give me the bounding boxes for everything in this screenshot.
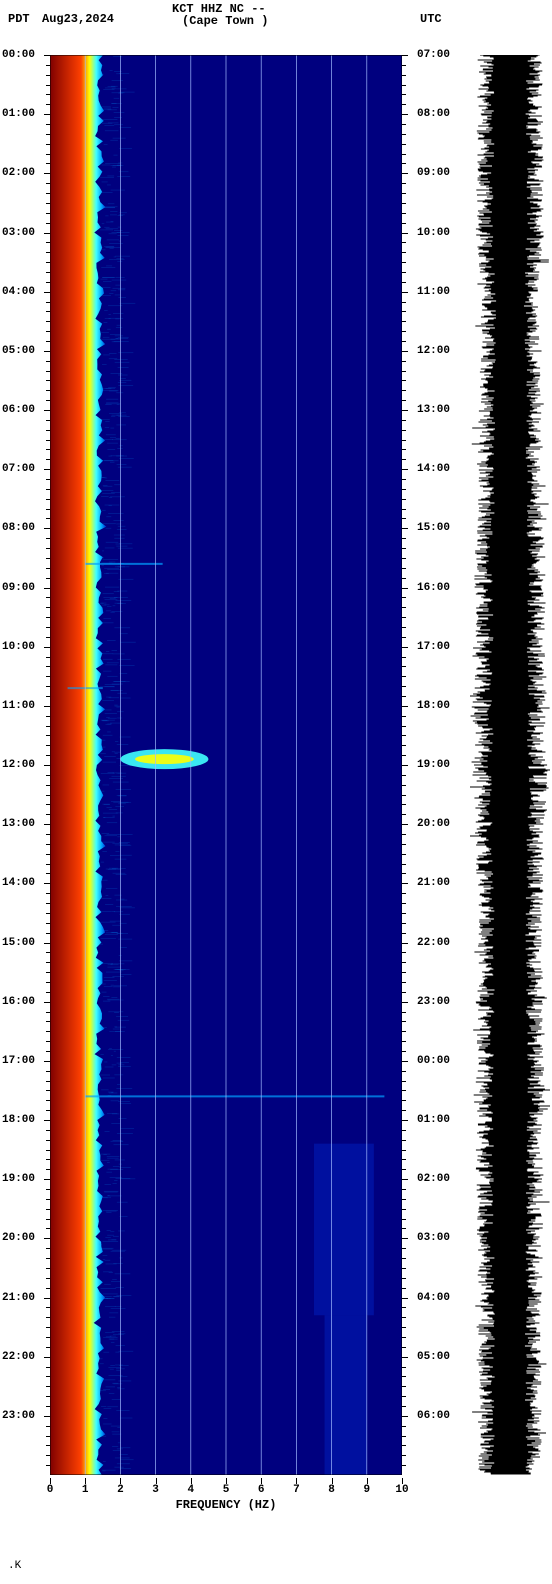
right-time-label: 19:00 — [417, 759, 450, 771]
right-time-label: 18:00 — [417, 700, 450, 712]
right-time-label: 10:00 — [417, 227, 450, 239]
left-time-label: 08:00 — [2, 522, 35, 534]
left-time-label: 02:00 — [2, 167, 35, 179]
x-tick-label: 3 — [152, 1484, 159, 1496]
x-tick-label: 2 — [117, 1484, 124, 1496]
left-time-label: 16:00 — [2, 996, 35, 1008]
left-time-label: 00:00 — [2, 49, 35, 61]
left-time-label: 05:00 — [2, 345, 35, 357]
left-time-label: 21:00 — [2, 1292, 35, 1304]
left-time-label: 03:00 — [2, 227, 35, 239]
left-time-label: 13:00 — [2, 818, 35, 830]
spectrogram-svg — [50, 55, 402, 1475]
left-time-label: 17:00 — [2, 1055, 35, 1067]
waveform-panel — [470, 55, 550, 1475]
x-tick-label: 10 — [395, 1484, 408, 1496]
left-time-label: 01:00 — [2, 108, 35, 120]
x-tick-label: 0 — [47, 1484, 54, 1496]
right-time-label: 23:00 — [417, 996, 450, 1008]
right-time-label: 11:00 — [417, 286, 450, 298]
left-time-axis: 00:0001:0002:0003:0004:0005:0006:0007:00… — [0, 55, 50, 1475]
right-time-label: 15:00 — [417, 522, 450, 534]
right-time-label: 13:00 — [417, 404, 450, 416]
right-time-label: 14:00 — [417, 463, 450, 475]
x-tick-label: 4 — [187, 1484, 194, 1496]
header-left-tz: PDT — [8, 12, 30, 26]
right-time-label: 03:00 — [417, 1232, 450, 1244]
frequency-axis: FREQUENCY (HZ) 012345678910 — [50, 1478, 402, 1518]
x-tick-label: 6 — [258, 1484, 265, 1496]
right-time-label: 12:00 — [417, 345, 450, 357]
x-tick-label: 8 — [328, 1484, 335, 1496]
right-time-label: 16:00 — [417, 582, 450, 594]
left-time-label: 04:00 — [2, 286, 35, 298]
right-time-label: 09:00 — [417, 167, 450, 179]
left-time-label: 06:00 — [2, 404, 35, 416]
spectrogram-panel — [50, 55, 402, 1475]
right-time-label: 00:00 — [417, 1055, 450, 1067]
left-time-label: 18:00 — [2, 1114, 35, 1126]
right-time-axis: 07:0008:0009:0010:0011:0012:0013:0014:00… — [402, 55, 452, 1475]
right-time-label: 20:00 — [417, 818, 450, 830]
left-time-label: 22:00 — [2, 1351, 35, 1363]
x-tick-label: 7 — [293, 1484, 300, 1496]
header-date: Aug23,2024 — [42, 12, 114, 26]
right-time-label: 05:00 — [417, 1351, 450, 1363]
left-time-label: 15:00 — [2, 937, 35, 949]
x-axis-label: FREQUENCY (HZ) — [176, 1498, 277, 1512]
footer-mark: .K — [8, 1560, 21, 1572]
right-time-label: 02:00 — [417, 1173, 450, 1185]
x-tick-label: 1 — [82, 1484, 89, 1496]
left-time-label: 12:00 — [2, 759, 35, 771]
left-time-label: 09:00 — [2, 582, 35, 594]
left-time-label: 10:00 — [2, 641, 35, 653]
left-time-label: 14:00 — [2, 877, 35, 889]
left-time-label: 11:00 — [2, 700, 35, 712]
right-time-label: 01:00 — [417, 1114, 450, 1126]
right-time-label: 17:00 — [417, 641, 450, 653]
header-right-tz: UTC — [420, 12, 442, 26]
left-time-label: 19:00 — [2, 1173, 35, 1185]
right-time-label: 08:00 — [417, 108, 450, 120]
right-time-label: 07:00 — [417, 49, 450, 61]
right-time-label: 04:00 — [417, 1292, 450, 1304]
right-time-label: 21:00 — [417, 877, 450, 889]
left-time-label: 20:00 — [2, 1232, 35, 1244]
waveform-svg — [470, 55, 550, 1475]
page: PDT Aug23,2024 KCT HHZ NC -- (Cape Town … — [0, 0, 552, 1584]
left-time-label: 23:00 — [2, 1410, 35, 1422]
right-time-label: 06:00 — [417, 1410, 450, 1422]
left-time-label: 07:00 — [2, 463, 35, 475]
x-tick-label: 9 — [363, 1484, 370, 1496]
x-tick-label: 5 — [223, 1484, 230, 1496]
right-time-label: 22:00 — [417, 937, 450, 949]
header-location: (Cape Town ) — [182, 14, 268, 28]
